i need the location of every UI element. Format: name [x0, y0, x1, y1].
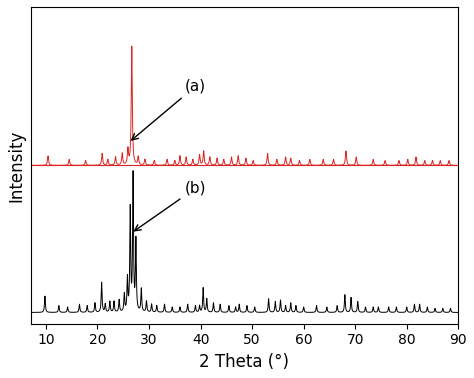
Text: (a): (a) — [132, 79, 206, 140]
Y-axis label: Intensity: Intensity — [7, 129, 25, 201]
X-axis label: 2 Theta (°): 2 Theta (°) — [200, 353, 289, 371]
Text: (b): (b) — [135, 180, 207, 231]
